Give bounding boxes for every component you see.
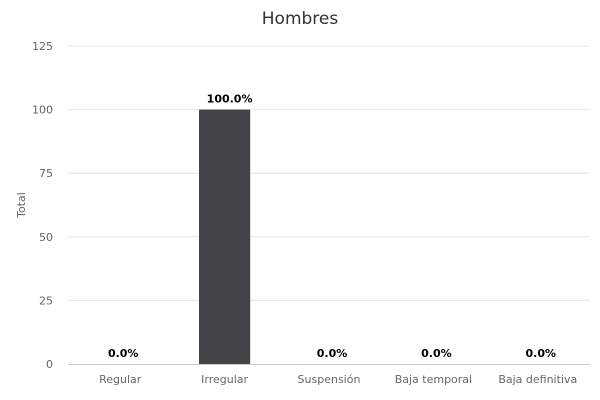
x-tick-label: Regular: [99, 373, 142, 386]
data-label: 0.0%: [526, 347, 557, 360]
y-tick-label: 25: [39, 294, 53, 307]
x-axis-ticks: Regular Irregular Suspensión Baja temporal B…: [99, 373, 577, 386]
bar: [199, 109, 251, 364]
data-label: 0.0%: [108, 347, 139, 360]
x-tick-label: Irregular: [201, 373, 248, 386]
y-axis-label: Total: [15, 192, 28, 219]
data-labels: 0.0% 100.0% 0.0% 0.0% 0.0%: [108, 93, 556, 360]
data-label: 0.0%: [317, 347, 348, 360]
y-tick-label: 100: [32, 104, 53, 117]
bars: [199, 109, 251, 364]
x-tick-label: Baja temporal: [395, 373, 472, 386]
y-tick-label: 75: [39, 167, 53, 180]
y-tick-label: 0: [46, 358, 53, 371]
data-label: 100.0%: [207, 93, 253, 106]
grid-lines: [68, 45, 590, 301]
data-label: 0.0%: [421, 347, 452, 360]
x-tick-label: Suspensión: [298, 373, 361, 386]
y-tick-label: 125: [32, 40, 53, 53]
x-tick-label: Baja definitiva: [498, 373, 577, 386]
y-axis-ticks: 0 25 50 75 100 125: [32, 40, 53, 371]
chart-title: Hombres: [262, 9, 339, 29]
y-tick-label: 50: [39, 231, 53, 244]
